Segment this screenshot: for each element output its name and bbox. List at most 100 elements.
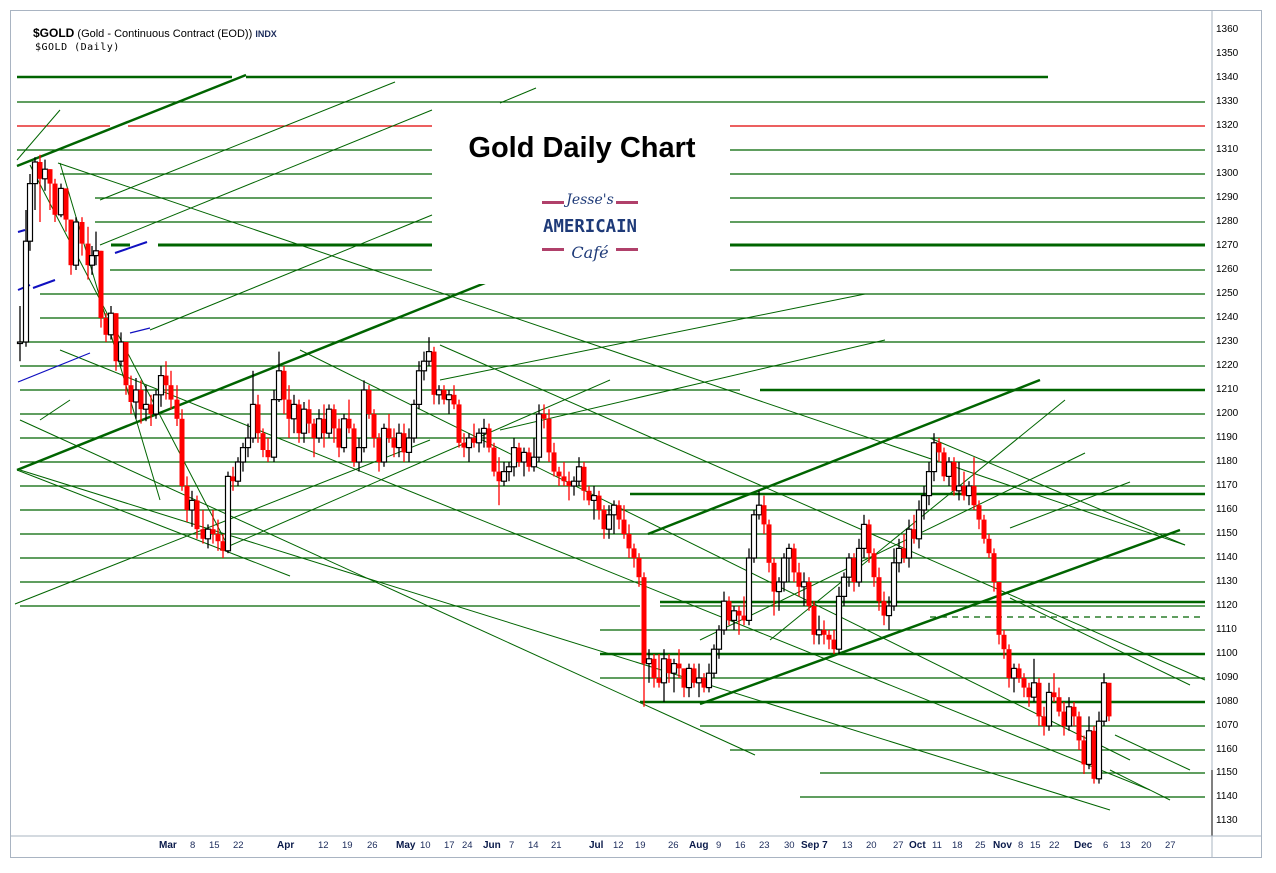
x-tick-label: Apr [277,840,295,851]
symbol-description: (Gold - Continuous Contract (EOD)) [77,28,253,40]
x-tick-label: 13 [1120,840,1131,851]
candle-up [41,159,49,191]
y-tick-label: 1130 [1216,576,1238,587]
candle-up [715,625,723,659]
candle-down [851,553,857,592]
y-tick-label: 1340 [1216,72,1239,83]
trendline [1109,769,1171,801]
x-tick-label: 11 [932,840,942,851]
candle-down [1006,644,1012,688]
candle-down [376,433,382,472]
trendline [16,469,291,577]
candle-up [1010,663,1018,693]
trendline [59,349,1151,791]
candle-down [386,414,392,443]
candle-up [590,486,598,520]
y-tick-label: 1140 [1216,552,1238,563]
trendline [29,164,231,551]
x-tick-label: Nov [993,840,1012,851]
candle-down [52,178,58,222]
candle-up [107,306,115,340]
candle-up [920,486,928,520]
candle-down [260,428,266,458]
y-tick-label: 1290 [1216,192,1239,203]
candle-down [163,361,169,400]
x-tick-label: 23 [759,840,770,851]
x-tick-label: 9 [716,840,722,851]
y-tick-label: 1120 [1216,600,1238,611]
candle-up [405,428,413,462]
candle-up [730,606,738,630]
candle-down [976,500,982,530]
x-tick-label: 22 [1049,840,1060,851]
candle-down [636,553,642,587]
candle-up [965,481,973,506]
y-tick-label: 1070 [1216,720,1239,731]
trendline [57,162,1186,546]
candle-up [710,644,718,678]
candle-down [1071,702,1077,726]
trendline [149,214,433,331]
candle-down [691,663,697,688]
candle-down [981,514,987,544]
candle-down [551,442,557,477]
candle-down [128,375,134,414]
candle-up [157,366,165,407]
candle-down [791,543,797,582]
candle-down [230,466,236,491]
candle-down [676,649,682,678]
candle-down [656,654,662,688]
x-tick-label: 20 [1141,840,1152,851]
candle-up [152,390,160,419]
candle-up [244,423,252,458]
candle-up [705,663,713,693]
candle-up [16,306,24,362]
trendline [219,379,611,551]
candle-down [771,558,777,616]
candle-down [631,543,637,568]
x-tick-label: Oct [909,840,926,851]
candle-down [941,447,947,482]
candle-down [371,409,377,448]
y-tick-label: 1200 [1216,408,1239,419]
candle-down [113,313,119,371]
x-tick-label: 25 [975,840,986,851]
chart-title: Gold Daily Chart [468,132,696,164]
x-tick-label: Mar [159,840,177,851]
trendline [299,349,1131,761]
candle-up [1095,711,1103,784]
candle-down [1036,678,1042,726]
trendline [1009,597,1191,686]
candle-up [475,428,483,453]
y-tick-label: 1240 [1216,312,1239,323]
trendline [499,87,537,104]
x-tick-label: 22 [233,840,244,851]
trendline [99,81,396,201]
x-tick-label: Jul [589,840,604,851]
jesses-americain-cafe-logo: Jesse's AMERICAIN Café [542,192,638,262]
candle-down [148,394,154,426]
candle-up [915,500,923,549]
trendline [16,109,61,161]
candle-down [441,385,447,405]
candle-up [890,548,898,611]
candle-up [885,596,893,630]
candle-down [901,534,907,563]
y-tick-label: 1320 [1216,120,1239,131]
trendline [929,437,1186,546]
y-tick-label: 1090 [1216,672,1239,683]
x-tick-label: 21 [551,840,562,851]
candle-down [68,219,74,275]
candle-up [670,658,678,693]
candle-up [72,217,80,270]
candle-up [290,394,298,434]
candle-down [1026,682,1032,707]
candle-down [601,505,607,539]
candle-down [936,438,942,462]
candle-down [366,385,372,419]
x-tick-label: 7 [509,840,515,851]
candle-down [1091,726,1097,784]
candle-down [255,394,261,443]
candle-down [331,404,337,443]
